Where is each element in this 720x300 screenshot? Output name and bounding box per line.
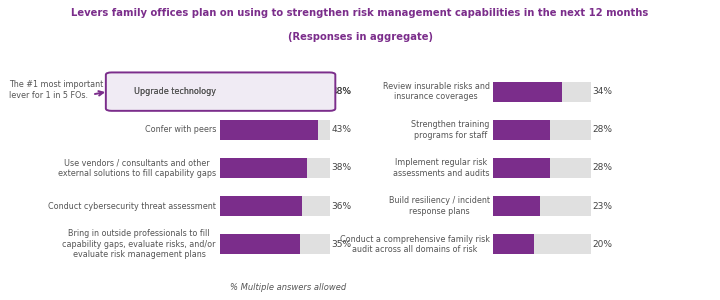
Bar [493, 82, 562, 102]
Text: 43%: 43% [331, 125, 351, 134]
Text: 48%: 48% [331, 87, 351, 96]
Bar [493, 196, 540, 216]
Bar [220, 158, 330, 178]
Bar [493, 82, 590, 102]
Text: 28%: 28% [593, 125, 612, 134]
Text: Build resiliency / incident
response plans: Build resiliency / incident response pla… [389, 196, 490, 216]
Text: Upgrade technology: Upgrade technology [134, 87, 216, 96]
Text: 38%: 38% [331, 164, 351, 172]
Bar [493, 234, 590, 254]
Bar [220, 158, 307, 178]
Text: Strengthen training
programs for staff: Strengthen training programs for staff [411, 120, 490, 140]
Text: 48%: 48% [331, 87, 351, 96]
Bar [220, 234, 300, 254]
Text: Confer with peers: Confer with peers [145, 125, 216, 134]
Bar [220, 82, 330, 102]
Bar [220, 120, 318, 140]
Text: 36%: 36% [331, 202, 351, 211]
Text: Levers family offices plan on using to strengthen risk management capabilities i: Levers family offices plan on using to s… [71, 8, 649, 17]
Bar [493, 158, 590, 178]
Bar [220, 82, 330, 102]
Bar [493, 158, 550, 178]
Bar [220, 196, 330, 216]
Bar [493, 196, 590, 216]
Text: Conduct cybersecurity threat assessment: Conduct cybersecurity threat assessment [48, 202, 216, 211]
Text: 23%: 23% [593, 202, 612, 211]
Bar [493, 234, 534, 254]
Bar [493, 120, 550, 140]
Text: Use vendors / consultants and other
external solutions to fill capability gaps: Use vendors / consultants and other exte… [58, 158, 216, 178]
Text: The #1 most important
lever for 1 in 5 FOs.: The #1 most important lever for 1 in 5 F… [9, 80, 104, 100]
Text: % Multiple answers allowed: % Multiple answers allowed [230, 284, 346, 292]
Bar [220, 196, 302, 216]
Text: 20%: 20% [593, 240, 612, 249]
Text: (Responses in aggregate): (Responses in aggregate) [287, 32, 433, 41]
Text: 35%: 35% [331, 240, 351, 249]
Bar [220, 234, 330, 254]
Text: Upgrade technology: Upgrade technology [134, 87, 216, 96]
Bar [220, 120, 330, 140]
Text: 28%: 28% [593, 164, 612, 172]
Text: Implement regular risk
assessments and audits: Implement regular risk assessments and a… [393, 158, 490, 178]
Text: 34%: 34% [593, 87, 612, 96]
Bar [220, 82, 330, 102]
Bar [493, 120, 590, 140]
Text: Conduct a comprehensive family risk
audit across all domains of risk: Conduct a comprehensive family risk audi… [340, 235, 490, 254]
Text: Bring in outside professionals to fill
capability gaps, evaluate risks, and/or
e: Bring in outside professionals to fill c… [63, 230, 216, 259]
Text: Review insurable risks and
insurance coverages: Review insurable risks and insurance cov… [382, 82, 490, 101]
Bar [220, 82, 330, 102]
